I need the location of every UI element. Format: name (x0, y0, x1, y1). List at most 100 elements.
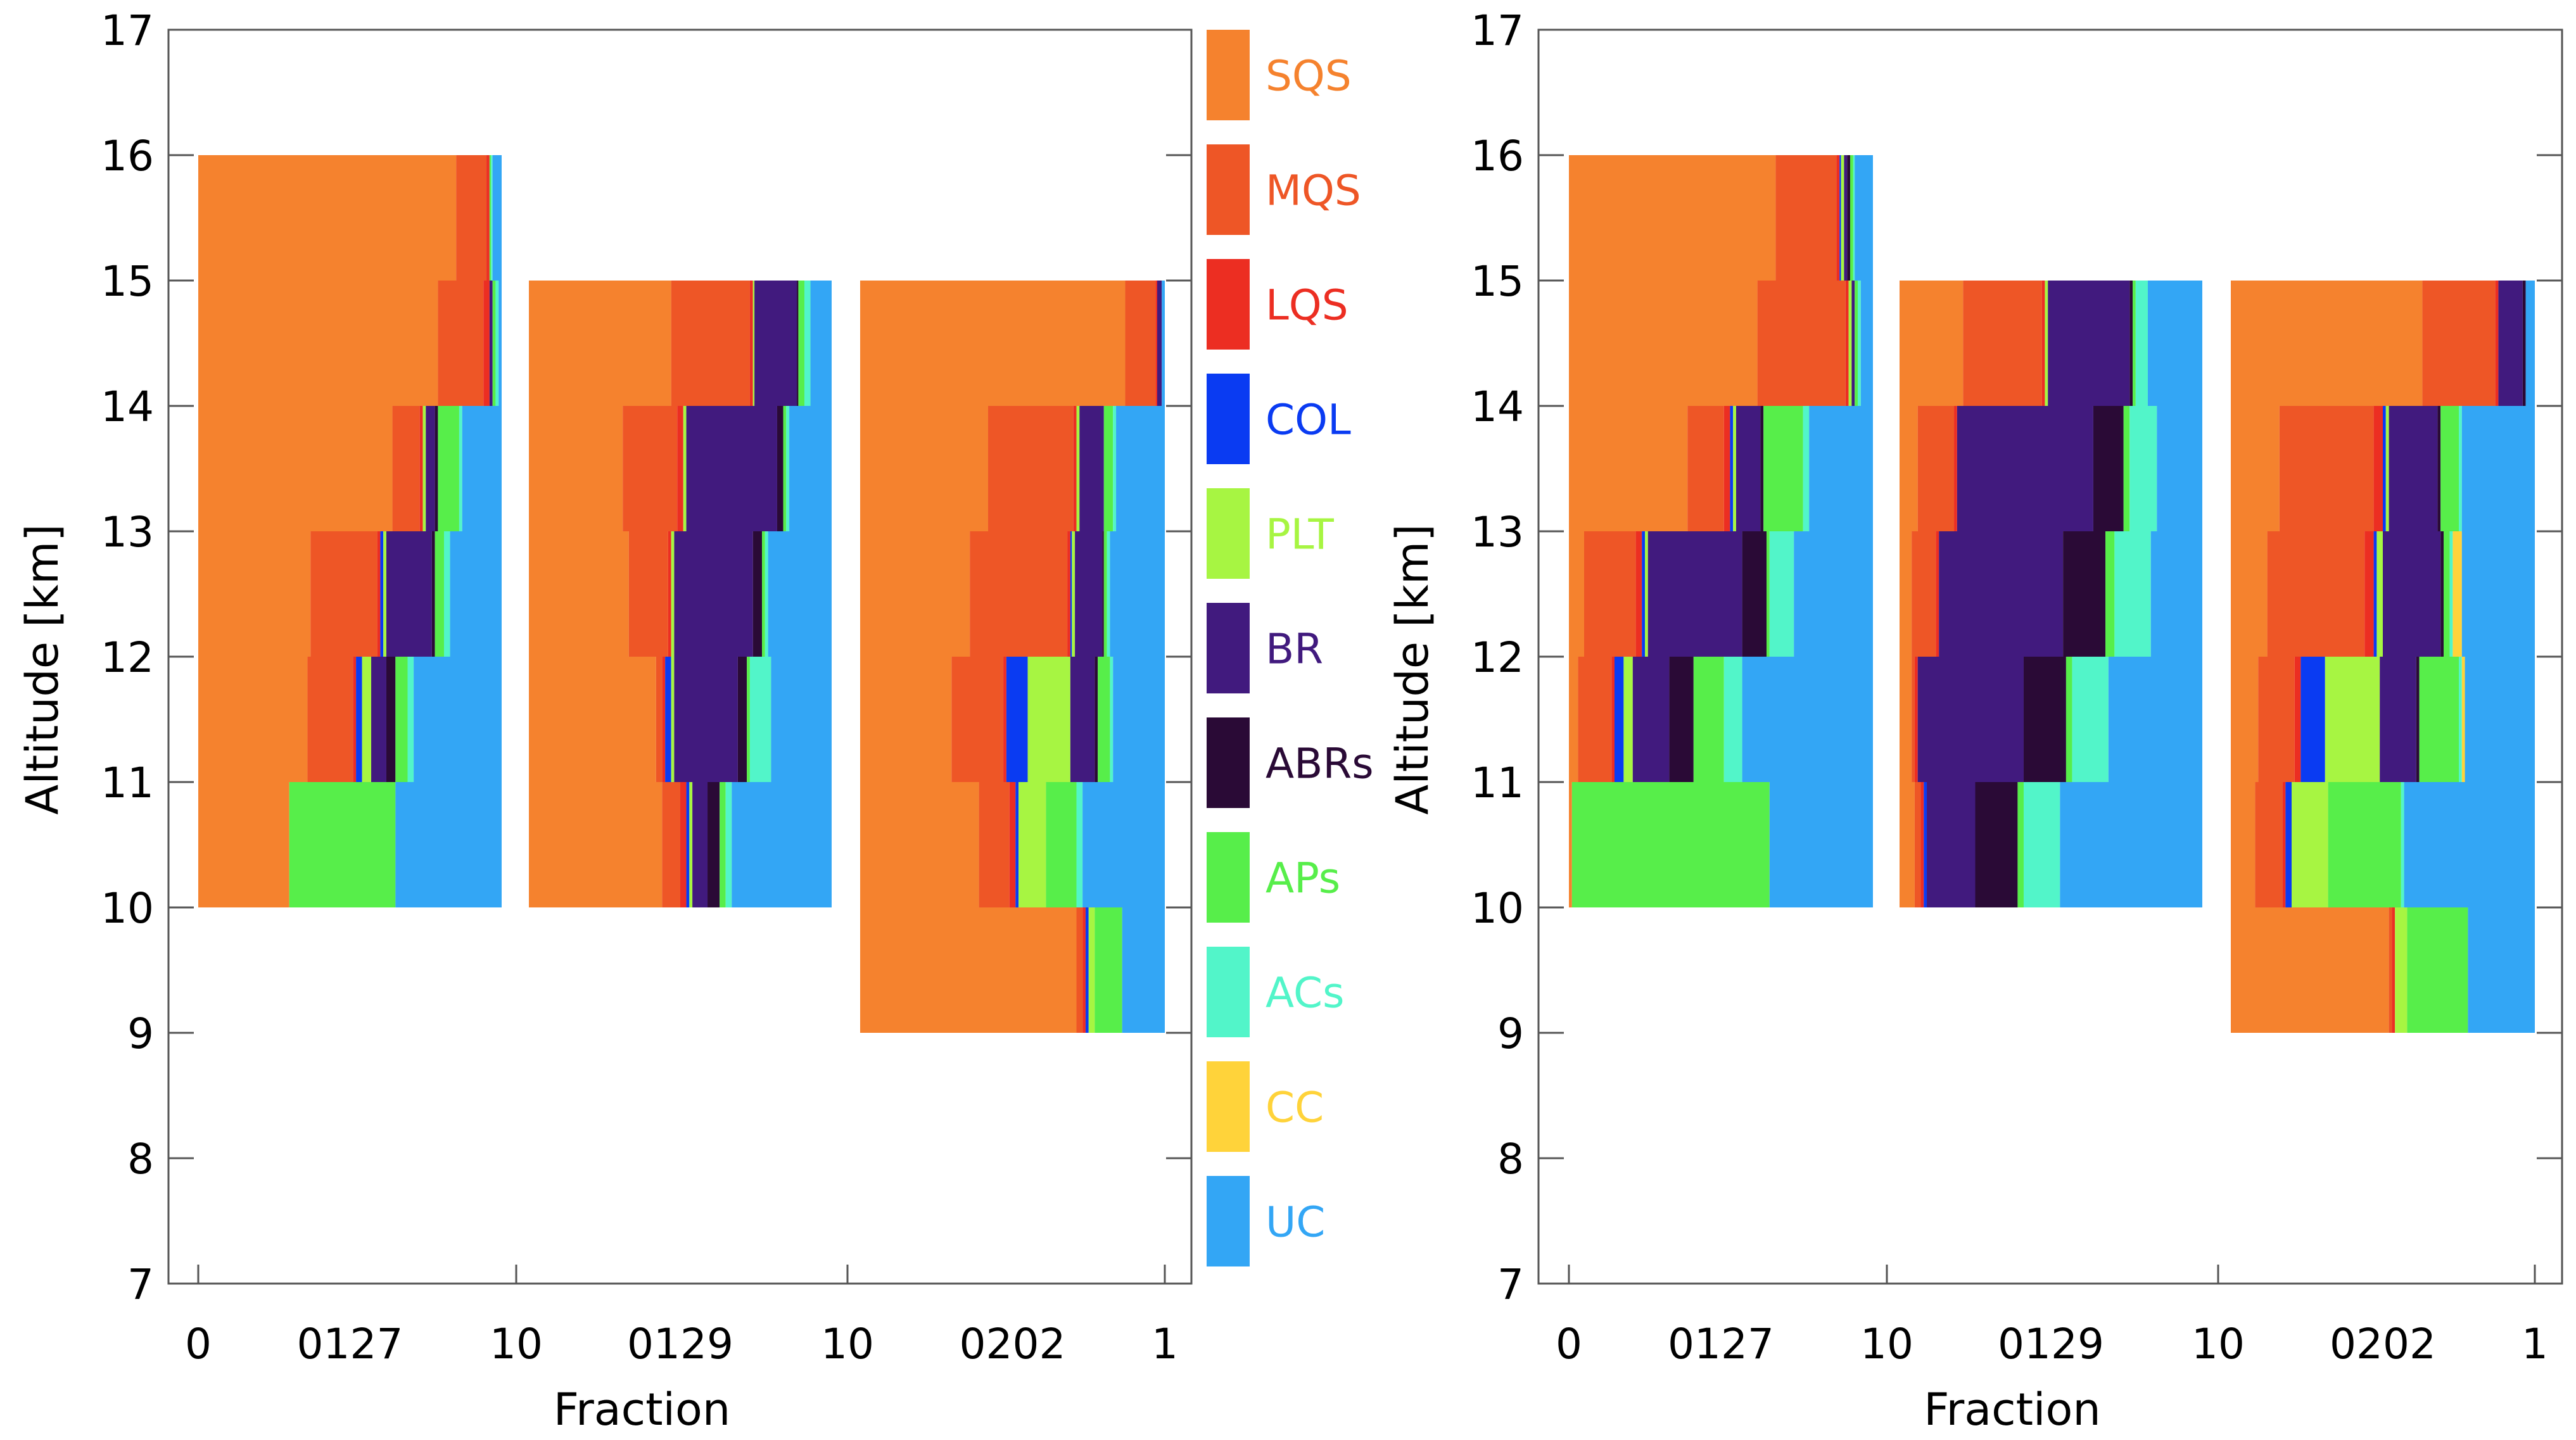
bar-segment-0127-13-aps (438, 406, 459, 531)
bar-segment-0127-15-br (1844, 155, 1848, 281)
bar-segment-0129-13-acs (786, 406, 790, 531)
bar-segment-0202-13-acs (2459, 406, 2462, 531)
bar-segment-0129-13-lqs (1954, 406, 1957, 531)
bar-group-0202 (2231, 281, 2535, 1033)
bar-segment-0202-14-uc (1162, 281, 1165, 406)
x-tick-label: 10 (2192, 1320, 2245, 1368)
bar-segment-0127-12-plt (383, 531, 386, 657)
bar-segment-0129-11-br (674, 657, 738, 782)
y-tick-label: 7 (1497, 1260, 1524, 1309)
bar-segment-0127-14-acs (1858, 281, 1861, 406)
bar-segment-0129-13-abrs (2093, 406, 2124, 531)
legend-swatch-br (1207, 603, 1250, 693)
bar-segment-0127-11-acs (407, 657, 414, 782)
bar-segment-0202-12-plt (1072, 531, 1075, 657)
bar-segment-0202-10-col (2285, 782, 2292, 907)
bar-segment-0127-14-aps (1855, 281, 1858, 406)
bar-segment-0129-13-br (686, 406, 777, 531)
bar-segment-0202-10-uc (1082, 782, 1165, 907)
y-axis-label: Altitude [km] (16, 524, 68, 814)
group-label-0129: 0129 (627, 1320, 733, 1368)
legend-label-lqs: LQS (1266, 281, 1348, 330)
legend-swatch-aps (1207, 832, 1250, 923)
bar-segment-0129-10-plt (689, 782, 693, 907)
bar-segment-0202-13-br (2389, 406, 2438, 531)
bar-segment-0202-14-sqs (860, 281, 1126, 406)
bar-segment-0127-12-lqs (1635, 531, 1642, 657)
y-tick-label: 7 (127, 1260, 154, 1309)
bar-segment-0127-14-mqs (438, 281, 484, 406)
bar-segment-0202-14-br (2498, 281, 2523, 406)
bar-segment-0202-9-mqs (1076, 907, 1083, 1033)
bar-segment-0127-13-abrs (1760, 406, 1764, 531)
bar-segment-0127-14-sqs (1569, 281, 1758, 406)
bar-segment-0129-11-acs (749, 657, 771, 782)
y-tick-label: 8 (127, 1135, 154, 1184)
legend-label-sqs: SQS (1266, 52, 1352, 101)
bar-segment-0129-11-col (665, 657, 671, 782)
bar-segment-0202-10-lqs (2282, 782, 2286, 907)
bar-segment-0127-14-acs (495, 281, 499, 406)
bar-segment-0202-13-aps (1103, 406, 1114, 531)
bar-segment-0202-10-acs (2401, 782, 2404, 907)
bar-segment-0129-13-sqs (529, 406, 623, 531)
bar-segment-0202-12-aps (1103, 531, 1107, 657)
group-label-0202: 0202 (2330, 1320, 2436, 1368)
bar-segment-0129-14-aps (2133, 281, 2136, 406)
bar-segment-0202-9-uc (1122, 907, 1165, 1033)
bar-segment-0129-11-aps (747, 657, 750, 782)
bar-segment-0202-12-uc (1110, 531, 1165, 657)
bar-segment-0129-13-br (1957, 406, 2093, 531)
y-tick-label: 9 (1497, 1009, 1524, 1058)
bar-segment-0202-13-uc (1116, 406, 1165, 531)
bar-segment-0202-11-lqs (2294, 657, 2301, 782)
bar-segment-0127-12-uc (1794, 531, 1873, 657)
bar-segment-0127-11-mqs (307, 657, 353, 782)
bar-segment-0202-11-br (2380, 657, 2416, 782)
bar-segment-0127-15-mqs (456, 155, 487, 281)
legend-swatch-acs (1207, 947, 1250, 1037)
bar-segment-0127-11-abrs (386, 657, 396, 782)
group-label-0129: 0129 (1998, 1320, 2104, 1368)
bar-segment-0202-12-abrs (2440, 531, 2444, 657)
y-tick-label: 17 (1471, 6, 1524, 55)
bar-segment-0129-13-plt (683, 406, 687, 531)
bar-segment-0129-13-acs (2129, 406, 2157, 531)
bar-segment-0129-10-mqs (1914, 782, 1921, 907)
bar-segment-0127-12-acs (443, 531, 450, 657)
x-tick-label: 1 (1152, 1320, 1178, 1368)
bar-segment-0129-14-plt (2045, 281, 2048, 406)
bar-segment-0202-11-br (1070, 657, 1095, 782)
bar-segment-0129-10-lqs (680, 782, 687, 907)
bar-segment-0129-10-br (692, 782, 708, 907)
y-tick-label: 13 (101, 508, 154, 557)
legend-label-plt: PLT (1266, 510, 1334, 559)
bar-segment-0202-12-uc (2461, 531, 2535, 657)
bar-segment-0127-15-aps (1850, 155, 1853, 281)
y-tick-label: 17 (101, 6, 154, 55)
bar-segment-0127-13-mqs (1687, 406, 1724, 531)
bar-segment-0129-14-uc (2147, 281, 2202, 406)
bar-segment-0202-14-mqs (1125, 281, 1156, 406)
bar-segment-0129-14-abrs (2129, 281, 2133, 406)
legend-label-abrs: ABRs (1266, 740, 1374, 788)
y-tick-label: 8 (1497, 1135, 1524, 1184)
bar-segment-0129-12-aps (762, 531, 765, 657)
bar-segment-0127-15-sqs (198, 155, 457, 281)
bar-segment-0127-11-lqs (353, 657, 357, 782)
bar-segment-0129-14-uc (810, 281, 832, 406)
bar-segment-0202-9-lqs (2392, 907, 2395, 1033)
bar-segment-0129-13-uc (2157, 406, 2202, 531)
bar-segment-0127-11-br (371, 657, 386, 782)
bar-segment-0127-14-aps (492, 281, 496, 406)
bar-segment-0127-13-mqs (392, 406, 420, 531)
bar-segment-0202-13-mqs (988, 406, 1074, 531)
bar-segment-0202-11-abrs (2416, 657, 2420, 782)
bar-segment-0127-11-mqs (1578, 657, 1612, 782)
bar-segment-0127-14-plt (1848, 281, 1852, 406)
bar-segment-0127-10-sqs (198, 782, 289, 907)
bar-segment-0129-10-col (1924, 782, 1927, 907)
bar-segment-0127-13-lqs (419, 406, 423, 531)
panel-1: 7 8 9 10 11 12 13 14 15 16 17 0 10 10 1 0127 0129 0202 Fra… (16, 6, 1193, 1436)
bar-segment-0127-14-br (489, 281, 493, 406)
